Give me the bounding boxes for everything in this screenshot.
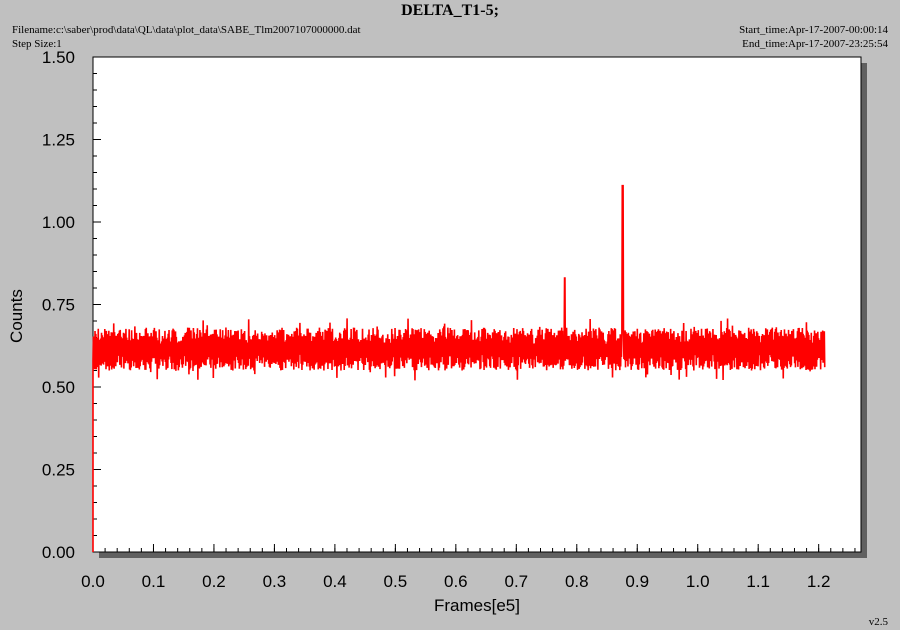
x-tick-label: 1.0 xyxy=(686,572,710,591)
step-size-label: Step Size:1 xyxy=(12,38,62,50)
series-line xyxy=(92,184,826,552)
start-time-label: Start_time:Apr-17-2007-00:00:14 xyxy=(739,24,888,36)
x-tick-label: 1.1 xyxy=(746,572,770,591)
x-tick-label: 0.3 xyxy=(263,572,287,591)
x-tick-label: 0.1 xyxy=(142,572,166,591)
chart-title: DELTA_T1-5; xyxy=(401,2,499,19)
y-tick-label: 1.25 xyxy=(42,131,75,150)
x-tick-label: 0.8 xyxy=(565,572,589,591)
x-tick-label: 0.0 xyxy=(81,572,105,591)
y-tick-label: 1.00 xyxy=(42,213,75,232)
end-time-label: End_time:Apr-17-2007-23:25:54 xyxy=(742,38,888,50)
y-axis-label: Counts xyxy=(7,289,26,343)
x-axis-label: Frames[e5] xyxy=(434,596,520,615)
filename-label: Filename:c:\saber\prod\data\QL\data\plot… xyxy=(12,24,361,36)
y-axis: 0.00 0.25 0.50 0.75 1.00 1.25 1.50 xyxy=(42,48,101,562)
y-tick-label: 0.25 xyxy=(42,461,75,480)
x-tick-label: 0.4 xyxy=(323,572,347,591)
x-tick-label: 0.9 xyxy=(625,572,649,591)
x-tick-label: 0.6 xyxy=(444,572,468,591)
version-label: v2.5 xyxy=(868,616,888,628)
y-tick-label: 0.75 xyxy=(42,296,75,315)
x-tick-label: 0.2 xyxy=(202,572,226,591)
y-tick-label: 0.00 xyxy=(42,543,75,562)
x-tick-label: 1.2 xyxy=(807,572,831,591)
x-axis: 0.0 0.1 0.2 0.3 0.4 0.5 0.6 0.7 0.8 0.9 1.0 1.1 1.2 xyxy=(81,544,856,591)
x-tick-label: 0.7 xyxy=(504,572,528,591)
y-tick-label: 1.50 xyxy=(42,48,75,67)
plot-area xyxy=(92,56,862,553)
y-tick-label: 0.50 xyxy=(42,378,75,397)
x-tick-label: 0.5 xyxy=(384,572,408,591)
series-group xyxy=(92,184,826,552)
